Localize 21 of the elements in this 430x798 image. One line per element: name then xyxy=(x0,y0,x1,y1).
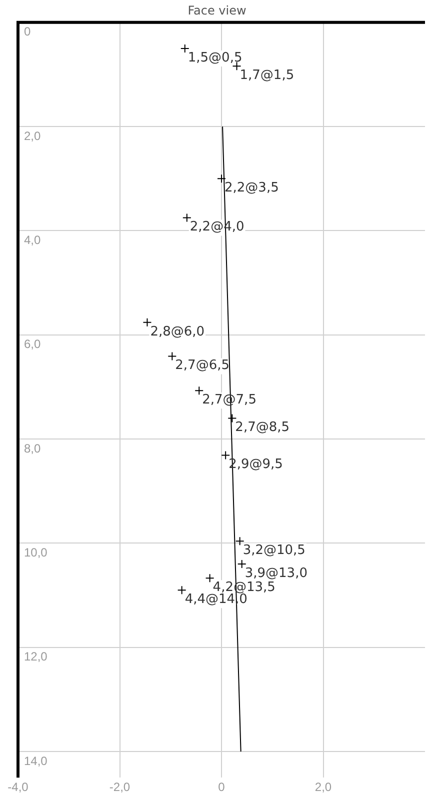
y-tick-label: 8,0 xyxy=(24,441,42,456)
annotation: 3,2@10,5 xyxy=(242,543,306,558)
x-tick-label: 0 xyxy=(218,780,226,794)
annotation: 1,5@0,5 xyxy=(188,50,242,66)
annotation: 2,7@6,5 xyxy=(175,358,230,374)
x-tick-label: -2,0 xyxy=(109,780,130,794)
x-tick-label: 2,0 xyxy=(314,780,332,794)
annotation: 3,9@13,0 xyxy=(244,566,308,581)
y-tick-label: 10,0 xyxy=(24,546,48,560)
y-tick-label: 0 xyxy=(24,24,31,39)
annotation: 1,7@1,5 xyxy=(240,68,294,84)
annotation: 2,8@6,0 xyxy=(150,324,205,340)
x-tick-label: -4,0 xyxy=(8,780,29,794)
y-tick-label: 14,0 xyxy=(24,754,48,768)
y-tick-label: 12,0 xyxy=(24,650,48,664)
y-tick-label: 6,0 xyxy=(24,337,42,352)
annotation: 2,7@8,5 xyxy=(235,420,290,436)
annotation: 2,2@3,5 xyxy=(224,180,279,196)
y-tick-label: 4,0 xyxy=(24,233,42,248)
chart-title: Face view xyxy=(188,3,246,18)
y-tick-label: 2,0 xyxy=(24,128,42,143)
